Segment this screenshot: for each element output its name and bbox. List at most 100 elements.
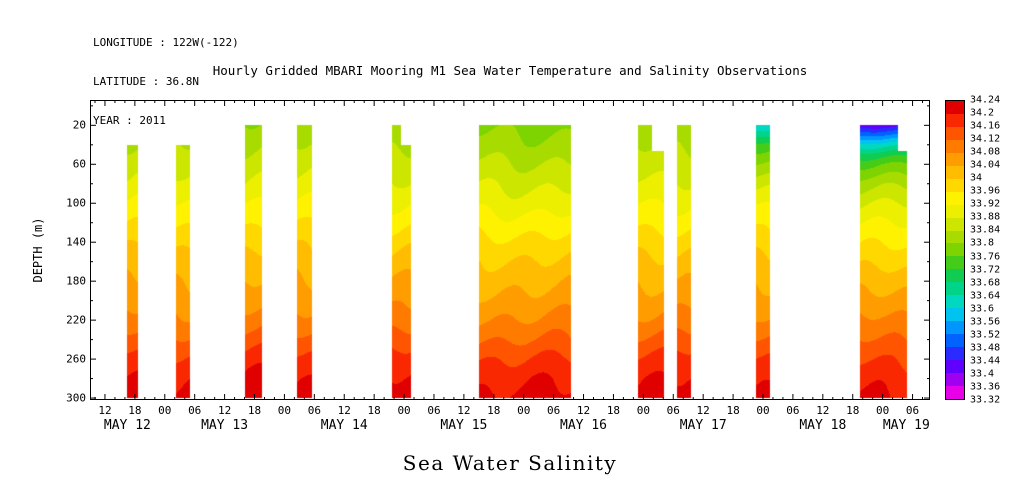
x-tick-label: 12	[337, 404, 351, 417]
x-tick-label: 18	[367, 404, 381, 417]
colorbar-segment	[946, 139, 964, 153]
colorbar-tick-label: 34.2	[970, 107, 995, 119]
chart-title: Hourly Gridded MBARI Mooring M1 Sea Wate…	[212, 63, 808, 78]
colorbar-segment	[946, 126, 964, 140]
y-tick-label: 140	[66, 235, 86, 249]
day-label: MAY 12	[103, 418, 151, 433]
colorbar-segment	[946, 360, 964, 374]
colorbar-segment	[946, 256, 964, 270]
x-tick-label: 00	[756, 404, 770, 417]
colorbar-tick-label: 33.64	[970, 290, 1001, 302]
colorbar-segment	[946, 178, 964, 192]
x-tick-label: 18	[487, 404, 501, 417]
colorbar-tick-label: 34.16	[970, 120, 1001, 132]
colorbar-tick-label: 34.08	[970, 146, 1001, 158]
y-tick-label: 220	[66, 313, 86, 327]
day-label: MAY 14	[320, 418, 368, 433]
x-tick-label: 12	[576, 404, 591, 417]
x-tick-label: 06	[427, 404, 441, 417]
x-tick-label: 18	[846, 404, 860, 417]
colorbar-tick-label: 33.36	[970, 381, 1001, 393]
colorbar	[945, 100, 965, 400]
colorbar-tick-label: 33.96	[970, 185, 1001, 197]
colorbar-tick-label: 33.88	[970, 211, 1001, 223]
colorbar-tick-label: 33.52	[970, 329, 1001, 341]
colorbar-tick-label: 33.56	[970, 316, 1001, 328]
colorbar-tick-label: 33.68	[970, 277, 1001, 289]
x-tick-label: 12	[816, 404, 830, 417]
y-tick-label: 100	[66, 196, 86, 210]
x-tick-label: 00	[158, 404, 172, 417]
x-tick-label: 12	[217, 404, 232, 417]
day-label: MAY 19	[882, 418, 930, 433]
variable-title: Sea Water Salinity	[402, 451, 618, 475]
colorbar-segment	[946, 308, 964, 322]
x-tick-label: 18	[128, 404, 142, 417]
colorbar-segment	[946, 282, 964, 296]
plot-frame	[90, 100, 930, 400]
longitude-text: LONGITUDE : 122W(-122)	[93, 36, 239, 49]
x-tick-label: 06	[546, 404, 561, 417]
colorbar-tick-label: 33.6	[970, 303, 995, 315]
colorbar-segment	[946, 165, 964, 179]
y-tick-label: 20	[72, 118, 86, 132]
x-tick-label: 06	[666, 404, 680, 417]
y-tick-label: 260	[66, 352, 86, 366]
colorbar-tick-label: 33.4	[970, 368, 995, 380]
colorbar-segment	[946, 152, 964, 166]
latitude-text: LATITUDE : 36.8N	[93, 75, 199, 88]
colorbar-tick-label: 33.92	[970, 198, 1001, 210]
day-label: MAY 18	[799, 418, 847, 433]
colorbar-segment	[946, 321, 964, 335]
colorbar-tick-label: 33.32	[970, 394, 1001, 406]
day-label: MAY 16	[560, 418, 607, 433]
colorbar-tick-label: 33.72	[970, 264, 1001, 276]
x-tick-label: 00	[876, 404, 890, 417]
x-tick-label: 12	[457, 404, 471, 417]
colorbar-segment	[946, 347, 964, 361]
colorbar-tick-label: 33.44	[970, 355, 1001, 367]
colorbar-segment	[946, 204, 964, 218]
colorbar-segment	[946, 243, 964, 257]
colorbar-tick-label: 34.24	[970, 94, 1001, 106]
x-tick-label: 06	[905, 404, 920, 417]
colorbar-segment	[946, 217, 964, 231]
colorbar-tick-label: 34.12	[970, 133, 1001, 145]
x-tick-label: 18	[726, 404, 740, 417]
x-tick-label: 12	[98, 404, 112, 417]
colorbar-segment	[946, 269, 964, 283]
y-tick-label: 180	[66, 274, 86, 288]
colorbar-segment	[946, 101, 964, 114]
x-tick-label: 00	[636, 404, 650, 417]
y-tick-label: 60	[72, 157, 86, 171]
x-tick-label: 18	[606, 404, 621, 417]
x-tick-label: 06	[786, 404, 800, 417]
x-tick-label: 06	[307, 404, 321, 417]
colorbar-segment	[946, 191, 964, 205]
colorbar-segment	[946, 373, 964, 386]
colorbar-tick-label: 33.48	[970, 342, 1001, 354]
colorbar-tick-label: 33.84	[970, 224, 1001, 236]
colorbar-segment	[946, 113, 964, 127]
y-tick-label: 300	[66, 391, 86, 405]
x-tick-label: 06	[188, 404, 202, 417]
salinity-heatmap	[90, 100, 930, 400]
day-label: MAY 15	[440, 418, 488, 433]
day-label: MAY 17	[679, 418, 727, 433]
x-tick-label: 00	[277, 404, 292, 417]
colorbar-segment	[946, 295, 964, 309]
x-tick-label: 00	[517, 404, 531, 417]
colorbar-segment	[946, 334, 964, 348]
colorbar-segment	[946, 230, 964, 244]
x-tick-label: 12	[696, 404, 710, 417]
colorbar-tick-label: 33.76	[970, 251, 1001, 263]
colorbar-tick-label: 34.04	[970, 159, 1001, 171]
colorbar-tick-label: 34	[970, 172, 983, 184]
colorbar-tick-label: 33.8	[970, 237, 995, 249]
x-tick-label: 00	[397, 404, 411, 417]
y-axis-label: DEPTH (m)	[31, 217, 45, 283]
colorbar-segment	[946, 385, 964, 399]
x-tick-label: 18	[247, 404, 262, 417]
day-label: MAY 13	[201, 418, 249, 433]
